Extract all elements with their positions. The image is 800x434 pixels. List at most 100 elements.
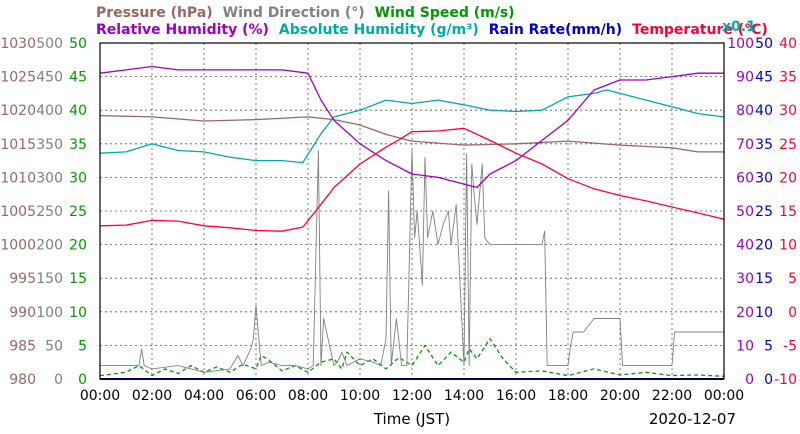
y-tick-label-temp: 10 — [779, 238, 797, 254]
y-tick-label-rh: 40 — [736, 238, 754, 254]
y-tick-label-temp: 30 — [779, 103, 797, 119]
series-line-pressure-hpa — [99, 114, 724, 153]
y-tick-label-temp: 15 — [779, 204, 797, 220]
y-tick-label-temp: 25 — [779, 137, 797, 153]
y-tick-label-pressure: 995 — [9, 271, 36, 287]
y-tick-label-temp: 20 — [779, 170, 797, 186]
y-tick-label-temp: 0 — [788, 305, 797, 321]
x-tick-label: 12:00 — [392, 388, 432, 404]
y-tick-label-temp: 5 — [788, 271, 797, 287]
y-tick-label-wind-dir: 500 — [36, 36, 63, 52]
abs-humidity-scale-label: x0.1 — [722, 19, 756, 35]
y-tick-label-pressure: 1025 — [0, 70, 36, 86]
y-tick-label-temp: 35 — [779, 70, 797, 86]
y-tick-label-rh: 80 — [736, 103, 754, 119]
x-tick-label: 10:00 — [340, 388, 380, 404]
series-line-absolute-humidity-x0-1-g-m — [99, 89, 725, 164]
y-tick-label-temp: 40 — [779, 36, 797, 52]
y-tick-label-wind-dir: 250 — [36, 204, 63, 220]
y-tick-label-rain: 30 — [755, 170, 773, 186]
y-tick-label-temp: -10 — [774, 372, 797, 388]
y-tick-label-rain: 15 — [755, 271, 773, 287]
x-tick-label: 14:00 — [444, 388, 484, 404]
x-tick-labels: 00:00 02:00 04:00 06:00 08:00 10:00 12:00 14:00… — [80, 388, 744, 404]
grid — [100, 43, 724, 379]
y-tick-label-wind-speed: 25 — [69, 204, 87, 220]
y-tick-label-wind-speed: 45 — [69, 70, 87, 86]
x-tick-label: 06:00 — [236, 388, 276, 404]
y-tick-label-wind-speed: 5 — [78, 338, 87, 354]
legend-wind-speed: Wind Speed (m/s) — [375, 5, 515, 21]
y-tick-label-rh: 0 — [745, 372, 754, 388]
x-tick-label: 20:00 — [600, 388, 640, 404]
y-tick-label-rh: 70 — [736, 137, 754, 153]
y-tick-label-rain: 50 — [755, 36, 773, 52]
y-tick-label-rain: 10 — [755, 305, 773, 321]
y-tick-label-wind-speed: 15 — [69, 271, 87, 287]
series-line-temperature-c — [99, 127, 725, 232]
series-line-wind-direction — [100, 150, 724, 373]
y-tick-label-rh: 90 — [736, 70, 754, 86]
y-tick-label-wind-dir: 0 — [54, 372, 63, 388]
y-tick-label-pressure: 1010 — [0, 170, 36, 186]
x-tick-label: 00:00 — [704, 388, 744, 404]
y-tick-label-pressure: 990 — [9, 305, 36, 321]
plot-frame — [99, 42, 725, 380]
legend-wind-direction: Wind Direction (°) — [223, 5, 365, 21]
y-tick-label-wind-speed: 10 — [69, 305, 87, 321]
y-tick-label-rain: 20 — [755, 238, 773, 254]
svg-text:Relative Humidity (%)Absolute: Relative Humidity (%) Absolute Humidity (… — [96, 22, 768, 38]
y-tick-label-pressure: 1000 — [0, 238, 36, 254]
y-tick-label-rh: 60 — [736, 170, 754, 186]
y-tick-label-rh: 30 — [736, 271, 754, 287]
x-tick-label: 00:00 — [80, 388, 120, 404]
x-tick-label: 04:00 — [184, 388, 224, 404]
y-tick-label-wind-speed: 35 — [69, 137, 87, 153]
y-tick-label-pressure: 1020 — [0, 103, 36, 119]
legend-temperature: Temperature (°C) — [632, 22, 768, 38]
y-tick-label-pressure: 1030 — [0, 36, 36, 52]
series-line-relative-humidity — [99, 65, 724, 189]
legend-absolute-humidity: Absolute Humidity (g/m³) — [279, 22, 479, 38]
y-tick-label-wind-dir: 100 — [36, 305, 63, 321]
y-tick-label-wind-dir: 50 — [45, 338, 63, 354]
y-tick-label-temp: -5 — [783, 338, 797, 354]
y-tick-label-wind-speed: 50 — [69, 36, 87, 52]
y-tick-label-rh: 100 — [727, 36, 754, 52]
y-tick-label-rh: 10 — [736, 338, 754, 354]
y-tick-label-rh: 20 — [736, 305, 754, 321]
y-tick-label-wind-speed: 20 — [69, 238, 87, 254]
svg-text:Pressure (hPa)Wind Direction (: Pressure (hPa) Wind Direction (°) Wind Spe… — [96, 5, 515, 21]
y-tick-label-rain: 0 — [764, 372, 773, 388]
y-tick-label-wind-dir: 150 — [36, 271, 63, 287]
y-tick-label-pressure: 1005 — [0, 204, 36, 220]
y-tick-label-rain: 45 — [755, 70, 773, 86]
y-tick-label-rain: 40 — [755, 103, 773, 119]
y-tick-label-rh: 50 — [736, 204, 754, 220]
y-tick-label-wind-speed: 0 — [78, 372, 87, 388]
x-tick-label: 18:00 — [548, 388, 588, 404]
x-tick-label: 22:00 — [652, 388, 692, 404]
y-tick-label-wind-speed: 30 — [69, 170, 87, 186]
x-tick-label: 02:00 — [132, 388, 172, 404]
legend-rain-rate: Rain Rate(mm/h) — [489, 22, 622, 38]
y-tick-label-wind-dir: 200 — [36, 238, 63, 254]
y-tick-labels: 1030102510201015101010051000995990985980… — [0, 36, 797, 388]
y-tick-label-pressure: 1015 — [0, 137, 36, 153]
y-tick-label-wind-dir: 350 — [36, 137, 63, 153]
chart-date: 2020-12-07 — [649, 410, 736, 428]
y-tick-label-wind-dir: 300 — [36, 170, 63, 186]
legend-pressure: Pressure (hPa) — [96, 5, 213, 21]
y-tick-label-pressure: 985 — [9, 338, 36, 354]
y-tick-label-wind-dir: 450 — [36, 70, 63, 86]
y-tick-label-wind-dir: 400 — [36, 103, 63, 119]
y-tick-label-pressure: 980 — [9, 372, 36, 388]
legend-relative-humidity: Relative Humidity (%) — [96, 22, 269, 38]
x-tick-label: 16:00 — [496, 388, 536, 404]
y-tick-label-rain: 5 — [764, 338, 773, 354]
y-tick-label-rain: 35 — [755, 137, 773, 153]
x-tick-label: 08:00 — [288, 388, 328, 404]
x-axis-label: Time (JST) — [373, 410, 450, 428]
